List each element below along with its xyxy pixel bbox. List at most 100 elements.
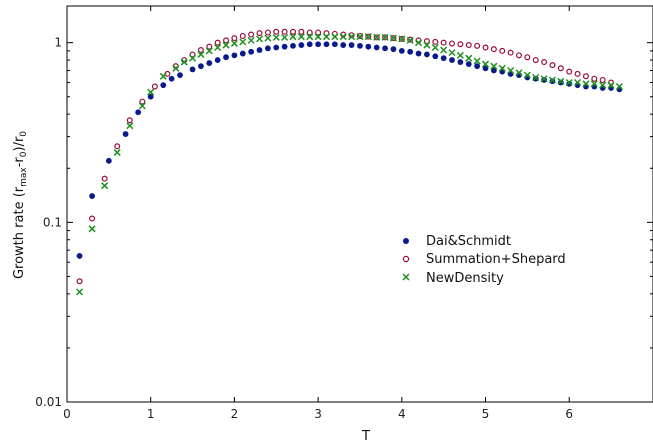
data-point (101, 175, 108, 182)
data-point (76, 288, 84, 296)
x-tick-label: 6 (565, 407, 573, 421)
data-point (515, 52, 522, 59)
data-point (540, 75, 548, 83)
data-point (373, 33, 381, 41)
data-point (239, 32, 246, 39)
data-point (126, 122, 134, 130)
data-point (248, 48, 255, 55)
data-point (230, 39, 238, 47)
legend-marker-newdensity (402, 273, 410, 281)
data-point (574, 79, 582, 87)
data-point (465, 54, 473, 62)
data-point (147, 93, 154, 100)
data-point (239, 50, 246, 57)
data-point (423, 41, 431, 49)
data-point (432, 38, 439, 45)
data-point (415, 50, 422, 57)
data-point (373, 34, 380, 41)
data-point (314, 33, 322, 41)
data-point (315, 29, 322, 36)
data-point (407, 48, 414, 55)
data-point (272, 33, 280, 41)
data-point (507, 49, 514, 56)
data-point (615, 83, 623, 91)
data-point (323, 41, 330, 48)
data-point (180, 58, 188, 66)
data-point (499, 47, 506, 54)
data-point (105, 157, 112, 164)
data-point (231, 52, 238, 59)
data-point (532, 57, 539, 64)
data-point (172, 64, 180, 72)
legend-label-dai-schmidt: Dai&Schmidt (426, 234, 511, 249)
data-point (315, 41, 321, 48)
data-point (532, 73, 540, 82)
data-point (331, 41, 338, 48)
data-point (264, 45, 271, 52)
data-point (222, 41, 230, 49)
data-point (289, 33, 297, 41)
data-point (248, 31, 255, 38)
data-point (382, 45, 388, 52)
data-point (348, 33, 356, 41)
data-point (264, 34, 272, 42)
data-point (465, 42, 472, 49)
data-point (89, 215, 96, 222)
data-point (407, 36, 414, 43)
data-point (423, 38, 430, 45)
data-point (281, 43, 288, 50)
data-point (151, 83, 158, 90)
data-point (323, 30, 330, 37)
legend-label-summation-shepard: Summation+Shepard (426, 252, 566, 267)
data-point (298, 28, 305, 35)
data-point (474, 42, 481, 49)
data-point (247, 36, 255, 44)
data-point (206, 43, 213, 50)
data-point (440, 39, 447, 46)
y-tick-label: 1 (54, 36, 62, 50)
data-point (566, 68, 573, 75)
data-point (482, 44, 489, 51)
data-point (306, 41, 313, 48)
x-tick-label: 3 (314, 407, 322, 421)
data-point (357, 42, 363, 49)
data-point (101, 182, 109, 190)
data-point (88, 225, 96, 233)
data-points (76, 28, 623, 296)
series-1 (76, 28, 615, 285)
data-point (356, 32, 363, 39)
data-point (515, 69, 523, 77)
data-point (591, 75, 598, 82)
data-point (322, 33, 331, 41)
data-point (574, 70, 581, 77)
data-point (389, 34, 397, 42)
data-point (473, 57, 481, 65)
data-point (490, 46, 497, 53)
x-tick-label: 1 (147, 407, 155, 421)
data-point (549, 78, 556, 85)
data-point (474, 63, 481, 70)
data-point (189, 54, 197, 62)
data-point (114, 143, 121, 150)
data-point (76, 278, 83, 285)
data-point (231, 35, 238, 42)
data-point (256, 30, 263, 37)
data-point (223, 37, 230, 44)
data-point (159, 72, 167, 80)
data-point (390, 46, 397, 53)
x-tick-label: 2 (231, 407, 239, 421)
data-point (390, 35, 397, 42)
data-point (205, 47, 213, 55)
legend-label-newdensity: NewDensity (426, 271, 504, 286)
data-point (440, 46, 448, 54)
data-point (255, 35, 264, 43)
data-point (541, 59, 548, 66)
data-point (532, 75, 539, 82)
data-point (415, 39, 423, 47)
data-point (126, 117, 133, 124)
data-point (373, 44, 380, 51)
data-point (365, 43, 372, 50)
data-point (160, 82, 167, 89)
data-point (398, 35, 406, 43)
data-point (273, 44, 280, 51)
